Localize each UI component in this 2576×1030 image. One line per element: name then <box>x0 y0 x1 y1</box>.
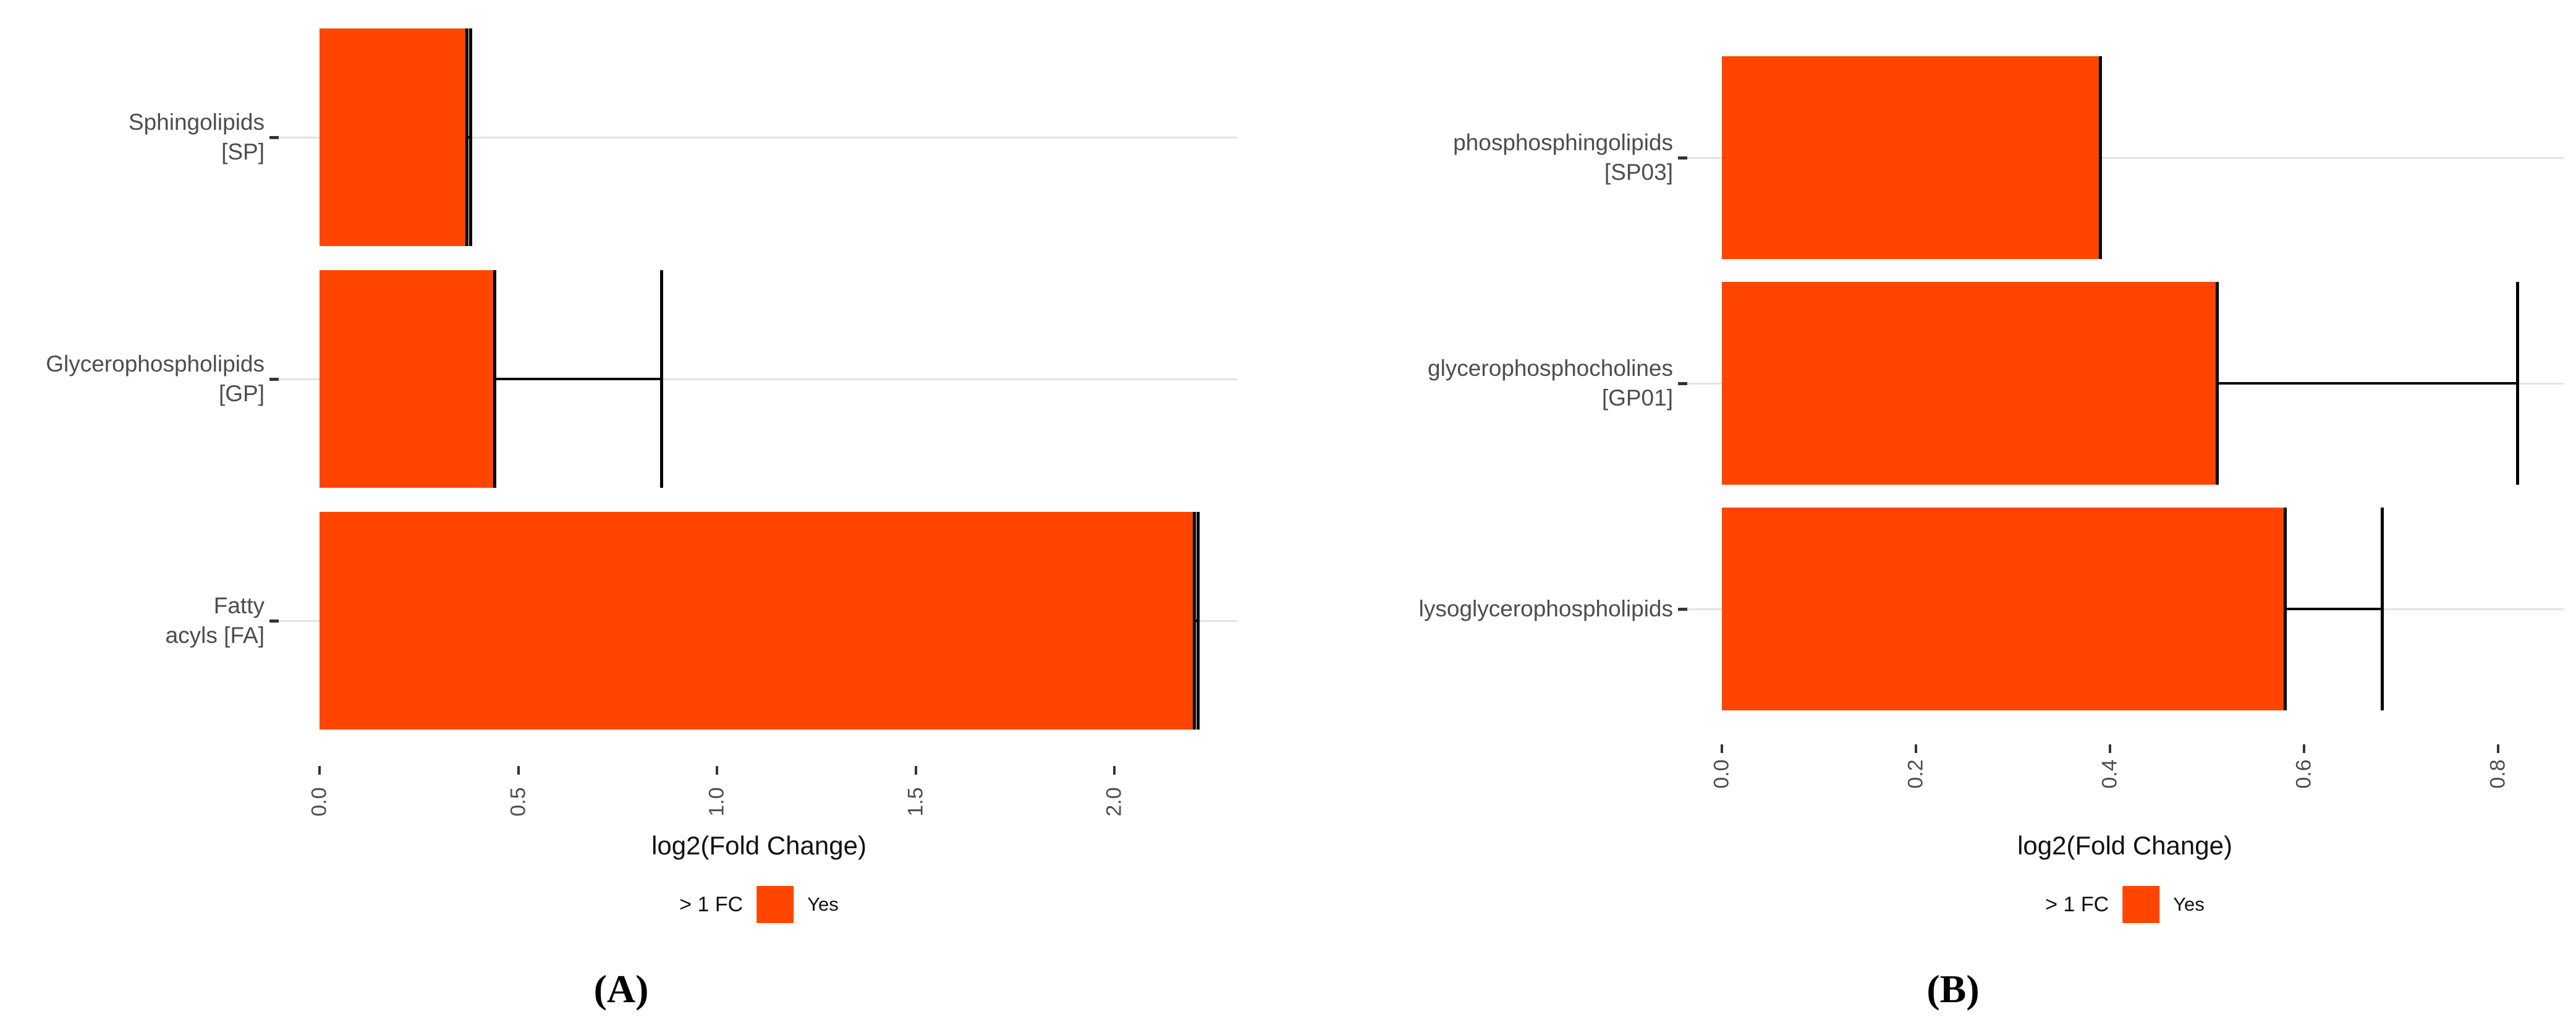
error-bar-cap-lower <box>493 270 496 488</box>
gridline <box>276 137 1237 138</box>
x-tick-label: 0.6 <box>2292 759 2316 789</box>
error-bar-cap-lower <box>1192 512 1196 730</box>
x-axis-tick <box>914 766 917 775</box>
error-bar-cap-upper <box>469 28 473 246</box>
bar <box>320 512 1194 730</box>
error-bar-cap-lower <box>465 28 468 246</box>
x-axis-tick <box>716 766 718 775</box>
x-tick-label: 0.8 <box>2486 759 2510 789</box>
error-bar-cap-upper <box>1197 512 1200 730</box>
error-bar-cap-lower <box>2215 282 2219 485</box>
y-axis-tick <box>1678 608 1687 611</box>
category-label: phosphosphingolipids [SP03] <box>1453 130 1673 185</box>
legend-title: > 1 FC <box>2045 892 2109 916</box>
category-label: Fatty acyls [FA] <box>165 593 265 648</box>
legend-entry-label: Yes <box>807 893 839 915</box>
bar <box>1722 508 2285 710</box>
legend-b: > 1 FC Yes <box>2045 886 2205 923</box>
bar <box>320 28 467 246</box>
y-axis-tick <box>1678 156 1687 160</box>
error-bar-connector <box>466 136 471 138</box>
subfigure-caption-a: (A) <box>593 967 649 1011</box>
bar <box>1722 282 2217 485</box>
error-bar-cap-upper <box>2380 508 2384 710</box>
x-axis-tick <box>1113 766 1116 775</box>
x-axis-tick <box>1915 744 1917 753</box>
x-axis-tick <box>1721 744 1723 753</box>
x-axis-title-a: log2(Fold Change) <box>651 831 866 860</box>
bar <box>320 270 494 488</box>
error-bar-cap-upper <box>2516 282 2520 485</box>
x-tick-label: 0.0 <box>1710 759 1734 789</box>
legend-title: > 1 FC <box>679 892 744 916</box>
subfigure-caption-b: (B) <box>1926 967 1980 1011</box>
x-axis-title-b: log2(Fold Change) <box>2017 831 2232 860</box>
legend-swatch-yes <box>756 886 794 923</box>
y-axis-tick <box>269 619 279 623</box>
x-tick-label: 0.2 <box>1904 759 1928 789</box>
x-axis-tick <box>2109 744 2111 753</box>
error-bar-cap-upper <box>2099 56 2103 259</box>
legend-a: > 1 FC Yes <box>679 886 839 923</box>
y-axis-tick <box>269 136 279 139</box>
category-label: Glycerophospholipids [GP] <box>46 351 265 406</box>
error-bar-connector <box>2284 608 2382 610</box>
y-axis-tick <box>1678 382 1687 385</box>
x-tick-label: 0.4 <box>2098 759 2122 789</box>
legend-entry-label: Yes <box>2173 893 2205 915</box>
legend-swatch-yes <box>2122 886 2160 923</box>
gridline <box>1685 157 2564 159</box>
error-bar-connector <box>494 378 661 380</box>
category-label: lysoglycerophospholipids <box>1418 596 1673 621</box>
error-bar-cap-upper <box>659 270 663 488</box>
error-bar-connector <box>1193 619 1198 622</box>
x-axis-tick <box>2497 744 2499 753</box>
error-bar-cap-lower <box>2283 508 2287 710</box>
category-label: glycerophosphocholines [GP01] <box>1428 355 1673 411</box>
x-axis-tick <box>318 766 321 775</box>
x-axis-tick <box>2303 744 2305 753</box>
error-bar-connector <box>2216 382 2518 385</box>
y-axis-tick <box>269 378 279 381</box>
gridline <box>276 378 1237 380</box>
x-axis-tick <box>517 766 520 775</box>
category-label: Sphingolipids [SP] <box>128 109 265 164</box>
bar <box>1722 56 2101 259</box>
